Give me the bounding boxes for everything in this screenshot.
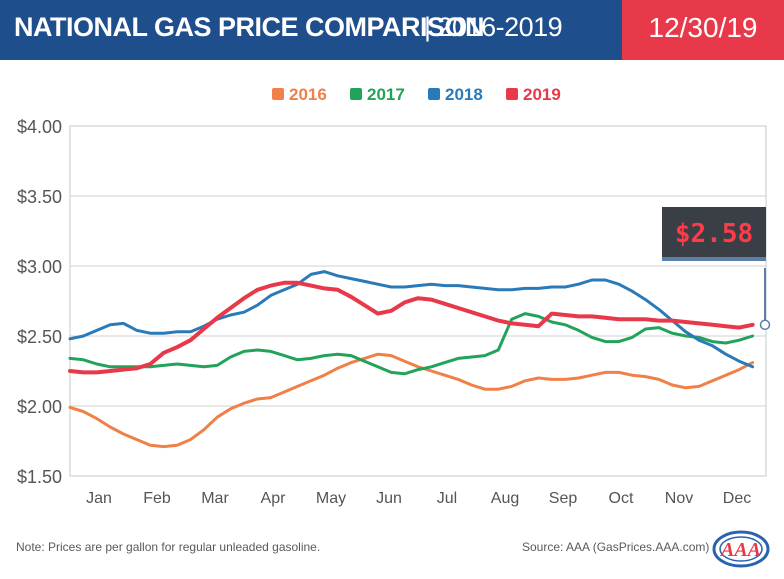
callout-marker (759, 319, 771, 331)
series-line (68, 270, 755, 369)
callout-box (662, 207, 766, 257)
y-tick-label: $3.00 (17, 257, 62, 277)
legend-swatch (428, 88, 440, 100)
legend-label: 2019 (523, 85, 561, 104)
source-credit: Source: AAA (GasPrices.AAA.com) (522, 540, 710, 554)
legend-label: 2016 (289, 85, 327, 104)
date-label: 12/30/19 (648, 12, 758, 43)
x-tick-label: Nov (665, 490, 693, 507)
line-chart: $4.00 $3.50 $3.00 $2.50 $2.00 $1.50 Jan Feb Mar A… (17, 85, 771, 507)
legend-swatch (506, 88, 518, 100)
legend-swatch (272, 88, 284, 100)
aaa-logo: AAA (712, 530, 770, 568)
x-tick-label: Oct (609, 490, 634, 507)
x-tick-label: Apr (261, 490, 287, 507)
x-tick-label: Feb (143, 490, 171, 507)
x-tick-label: Jul (437, 490, 457, 507)
callout-value: $2.58 (675, 219, 753, 249)
x-tick-label: Aug (491, 490, 519, 507)
y-tick-label: $3.50 (17, 187, 62, 207)
x-tick-label: Mar (201, 490, 229, 507)
page-title: NATIONAL GAS PRICE COMPARISON (14, 12, 485, 42)
y-tick-label: $1.50 (17, 467, 62, 487)
y-tick-label: $2.00 (17, 397, 62, 417)
x-tick-label: Dec (723, 490, 751, 507)
legend-label: 2017 (367, 85, 405, 104)
series-line (68, 280, 755, 375)
page-subtitle: | 2016-2019 (424, 12, 563, 42)
footnote: Note: Prices are per gallon for regular … (16, 540, 321, 554)
y-tick-label: $4.00 (17, 117, 62, 137)
header-bar: NATIONAL GAS PRICE COMPARISON | 2016-201… (0, 0, 784, 60)
x-tick-label: Jun (376, 490, 402, 507)
chart-area: $4.00 $3.50 $3.00 $2.50 $2.00 $1.50 Jan Feb Mar A… (0, 60, 784, 579)
series-line (68, 312, 755, 376)
svg-text:AAA: AAA (719, 539, 761, 561)
x-tick-label: Jan (86, 490, 112, 507)
series-line (68, 352, 755, 449)
callout-box-base (662, 257, 766, 261)
x-tick-label: Sep (549, 490, 578, 507)
date-badge: 12/30/19 (622, 0, 784, 60)
y-tick-label: $2.50 (17, 327, 62, 347)
plot-frame (69, 125, 767, 477)
x-tick-label: May (316, 490, 346, 507)
legend-label: 2018 (445, 85, 483, 104)
legend-swatch (350, 88, 362, 100)
